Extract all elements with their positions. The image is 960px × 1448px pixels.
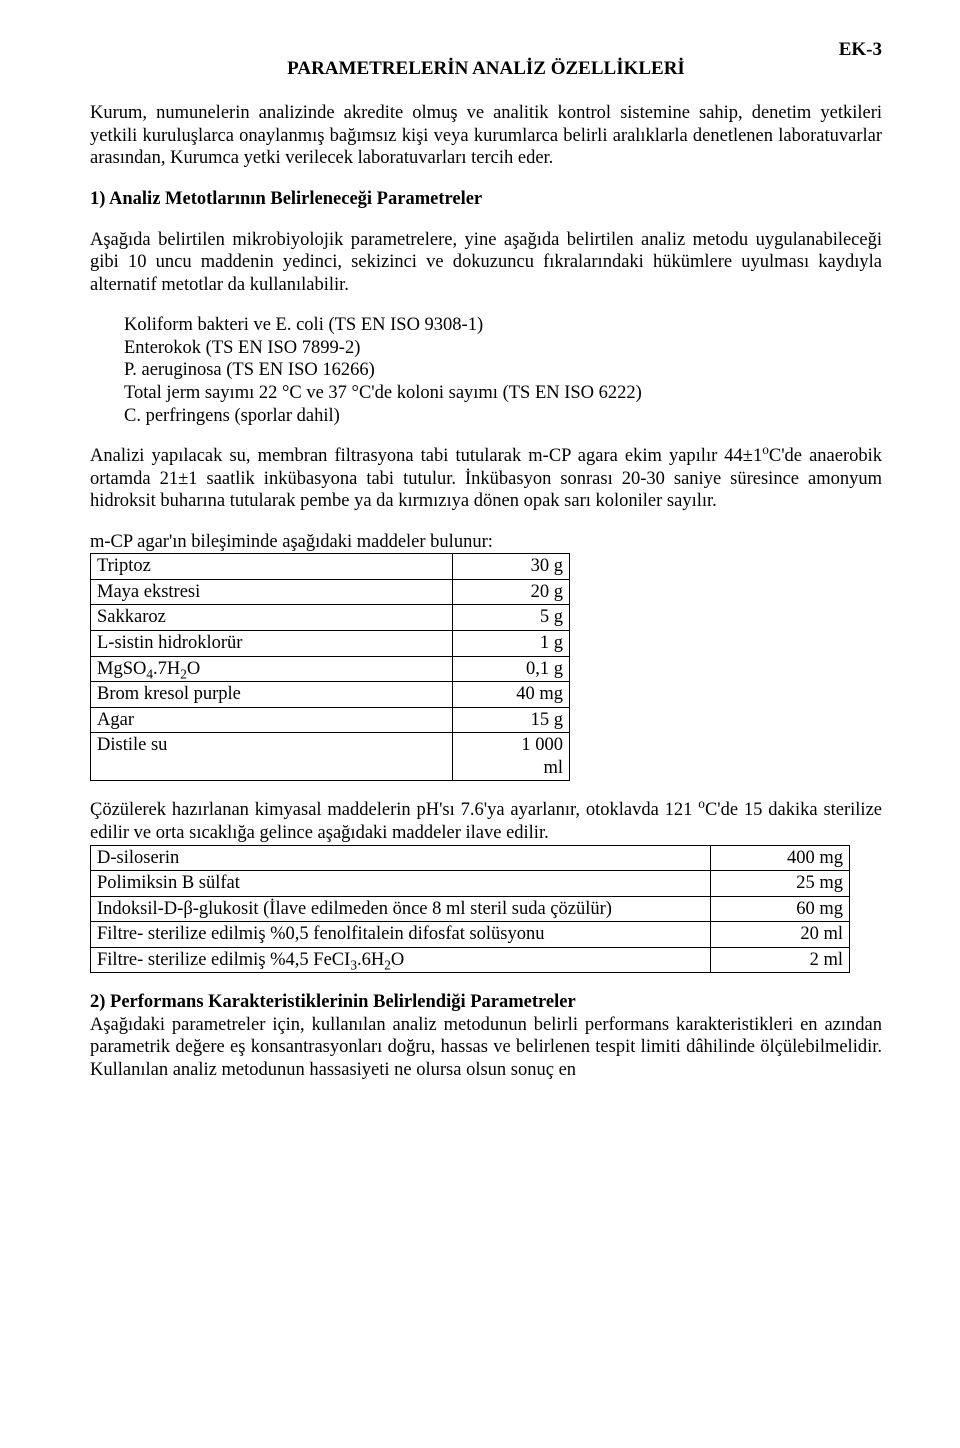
table-row: Brom kresol purple40 mg bbox=[91, 682, 570, 708]
table-cell-value: 20 g bbox=[452, 579, 570, 605]
table-row: D-siloserin400 mg bbox=[91, 845, 850, 871]
table-row: Indoksil-D-β-glukosit (İlave edilmeden ö… bbox=[91, 896, 850, 922]
table-cell-label: Sakkaroz bbox=[91, 605, 453, 631]
table-cell-value: 400 mg bbox=[711, 845, 850, 871]
table2-intro: Çözülerek hazırlanan kimyasal maddelerin… bbox=[90, 799, 882, 844]
table-cell-label: L-sistin hidroklorür bbox=[91, 631, 453, 657]
table-row: MgSO4.7H2O0,1 g bbox=[91, 656, 570, 682]
table-cell-value: 0,1 g bbox=[452, 656, 570, 682]
table-cell-value: 60 mg bbox=[711, 896, 850, 922]
table-cell-value: 5 g bbox=[452, 605, 570, 631]
table-cell-label: MgSO4.7H2O bbox=[91, 656, 453, 682]
method-item: Total jerm sayımı 22 °C ve 37 °C'de kolo… bbox=[124, 382, 882, 405]
title: PARAMETRELERİN ANALİZ ÖZELLİKLERİ bbox=[90, 57, 882, 80]
table-cell-label: Triptoz bbox=[91, 554, 453, 580]
table-cell-label: Brom kresol purple bbox=[91, 682, 453, 708]
table-row: Filtre- sterilize edilmiş %4,5 FeCI3.6H2… bbox=[91, 947, 850, 973]
method-item: P. aeruginosa (TS EN ISO 16266) bbox=[124, 359, 882, 382]
composition-table-1: Triptoz30 gMaya ekstresi20 gSakkaroz5 gL… bbox=[90, 553, 570, 781]
composition-table-2: D-siloserin400 mgPolimiksin B sülfat25 m… bbox=[90, 845, 850, 974]
table-row: Triptoz30 g bbox=[91, 554, 570, 580]
table-cell-label: Maya ekstresi bbox=[91, 579, 453, 605]
table-cell-label: Filtre- sterilize edilmiş %0,5 fenolfita… bbox=[91, 922, 711, 948]
table-row: L-sistin hidroklorür1 g bbox=[91, 631, 570, 657]
table-row: Distile su1 000ml bbox=[91, 733, 570, 781]
method-item: Enterokok (TS EN ISO 7899-2) bbox=[124, 337, 882, 360]
table-row: Agar15 g bbox=[91, 707, 570, 733]
table-cell-label: Distile su bbox=[91, 733, 453, 781]
methods-list: Koliform bakteri ve E. coli (TS EN ISO 9… bbox=[90, 314, 882, 427]
method-item: Koliform bakteri ve E. coli (TS EN ISO 9… bbox=[124, 314, 882, 337]
section2-paragraph1: Aşağıdaki parametreler için, kullanılan … bbox=[90, 1014, 882, 1082]
section1-paragraph2: Analizi yapılacak su, membran filtrasyon… bbox=[90, 445, 882, 513]
table-cell-value: 15 g bbox=[452, 707, 570, 733]
section1-heading: 1) Analiz Metotlarının Belirleneceği Par… bbox=[90, 188, 882, 211]
table-row: Sakkaroz5 g bbox=[91, 605, 570, 631]
table-cell-value: 20 ml bbox=[711, 922, 850, 948]
section2-heading: 2) Performans Karakteristiklerinin Belir… bbox=[90, 991, 882, 1014]
table-cell-value: 1 g bbox=[452, 631, 570, 657]
section1-paragraph1: Aşağıda belirtilen mikrobiyolojik parame… bbox=[90, 229, 882, 297]
document-page: EK-3 PARAMETRELERİN ANALİZ ÖZELLİKLERİ K… bbox=[0, 0, 960, 1142]
table1-intro: m-CP agar'ın bileşiminde aşağıdaki madde… bbox=[90, 531, 882, 554]
intro-paragraph: Kurum, numunelerin analizinde akredite o… bbox=[90, 102, 882, 170]
table-cell-value: 25 mg bbox=[711, 871, 850, 897]
table-cell-label: Indoksil-D-β-glukosit (İlave edilmeden ö… bbox=[91, 896, 711, 922]
table-cell-value: 40 mg bbox=[452, 682, 570, 708]
table-cell-value: 1 000ml bbox=[452, 733, 570, 781]
table-row: Maya ekstresi20 g bbox=[91, 579, 570, 605]
table-cell-label: Polimiksin B sülfat bbox=[91, 871, 711, 897]
table-cell-value: 30 g bbox=[452, 554, 570, 580]
table-cell-value: 2 ml bbox=[711, 947, 850, 973]
table-cell-label: Filtre- sterilize edilmiş %4,5 FeCI3.6H2… bbox=[91, 947, 711, 973]
table-cell-label: Agar bbox=[91, 707, 453, 733]
table-row: Filtre- sterilize edilmiş %0,5 fenolfita… bbox=[91, 922, 850, 948]
method-item: C. perfringens (sporlar dahil) bbox=[124, 405, 882, 428]
table-cell-label: D-siloserin bbox=[91, 845, 711, 871]
table-row: Polimiksin B sülfat25 mg bbox=[91, 871, 850, 897]
